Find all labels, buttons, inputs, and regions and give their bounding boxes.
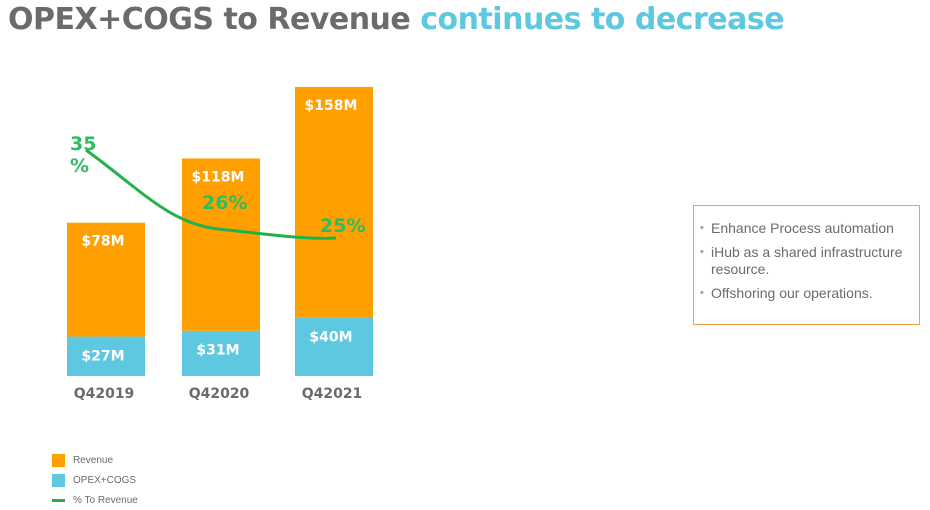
bullet-icon: • — [700, 222, 704, 234]
legend-line-pct-revenue — [52, 498, 65, 502]
legend-label-opex-cogs: OPEX+COGS — [73, 474, 137, 486]
bullet-icon: • — [700, 246, 704, 258]
stacked-bar-chart: $27M $78M Q42019 $31M $118M Q42020 $40M $158M Q4… — [67, 86, 373, 402]
title-part-1: OPEX+COGS to Revenue — [8, 2, 411, 37]
bar-label-revenue: $78M — [81, 234, 124, 250]
page-title: OPEX+COGS to Revenue continues to decrea… — [8, 2, 785, 37]
notes-box: • Enhance Process automation • iHub as a s… — [693, 205, 920, 325]
x-tick-label: Q42020 — [189, 386, 250, 402]
pct-label-q42019: 35% — [70, 133, 96, 177]
notes-item-text: iHub as a shared infrastructure resource… — [711, 244, 903, 277]
legend-item-opex-cogs: OPEX+COGS — [52, 470, 138, 490]
x-tick-label: Q42021 — [302, 386, 363, 402]
legend-label-revenue: Revenue — [73, 454, 114, 466]
bar-label-opex-cogs: $27M — [81, 349, 124, 365]
bar-label-revenue: $158M — [305, 98, 358, 114]
bar-opex-cogs — [182, 330, 260, 376]
notes-item: • Offshoring our operations. — [700, 285, 913, 302]
bullet-icon: • — [700, 287, 704, 299]
bar-label-opex-cogs: $40M — [309, 330, 352, 346]
bar-label-revenue: $118M — [192, 169, 245, 185]
legend-label-pct-revenue: % To Revenue — [73, 494, 138, 506]
bar-revenue — [67, 222, 145, 337]
title-part-2: continues to decrease — [420, 2, 785, 37]
notes-item: • Enhance Process automation — [700, 220, 913, 237]
x-tick-label: Q42019 — [74, 386, 135, 402]
bar-revenue — [182, 158, 260, 331]
legend-item-pct-revenue: % To Revenue — [52, 490, 138, 510]
pct-label-q42021: 25% — [320, 215, 365, 237]
bar-opex-cogs — [67, 336, 145, 376]
pct-label-q42020: 26% — [202, 192, 247, 214]
legend-item-revenue: Revenue — [52, 450, 138, 470]
notes-item: • iHub as a shared infrastructure resourc… — [700, 244, 913, 278]
bar-opex-cogs — [295, 317, 373, 376]
bar-label-opex-cogs: $31M — [196, 343, 239, 359]
chart-legend: Revenue OPEX+COGS % To Revenue — [52, 450, 138, 510]
bar-revenue — [295, 86, 373, 318]
legend-swatch-opex-cogs — [52, 473, 65, 487]
notes-item-text: Offshoring our operations. — [711, 285, 873, 301]
legend-swatch-revenue — [52, 453, 65, 467]
pct-to-revenue-line — [85, 148, 337, 240]
notes-item-text: Enhance Process automation — [711, 220, 894, 236]
